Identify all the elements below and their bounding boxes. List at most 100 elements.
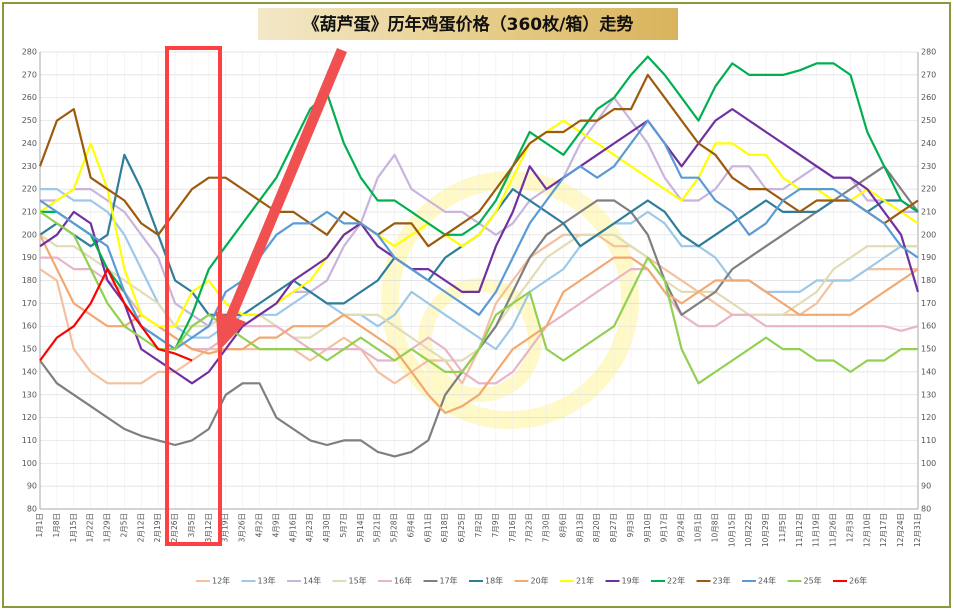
x-tick-label: 9月24日 xyxy=(677,513,686,542)
x-tick-label: 10月1日 xyxy=(694,513,703,542)
y2-tick-label: 190 xyxy=(921,253,936,262)
series-line xyxy=(39,119,919,351)
y-tick-label: 100 xyxy=(22,459,37,468)
y-tick-label: 80 xyxy=(27,505,37,514)
x-tick-label: 12月24日 xyxy=(896,513,905,547)
x-tick-label: 6月11日 xyxy=(423,513,432,542)
x-tick-label: 12月17日 xyxy=(879,513,888,547)
x-tick-label: 4月30日 xyxy=(322,513,331,542)
y2-tick-label: 270 xyxy=(921,70,936,79)
legend-label: 20年 xyxy=(531,576,549,586)
arrow xyxy=(216,48,347,352)
y2-tick-label: 230 xyxy=(921,162,936,171)
y2-tick-label: 80 xyxy=(921,505,931,514)
legend-label: 14年 xyxy=(303,576,321,586)
y-tick-label: 270 xyxy=(22,70,37,79)
x-tick-label: 1月15日 xyxy=(69,513,78,542)
x-tick-label: 10月15日 xyxy=(727,513,736,547)
y2-tick-label: 120 xyxy=(921,413,936,422)
x-tick-label: 2月19日 xyxy=(153,513,162,542)
x-tick-label: 6月4日 xyxy=(406,513,415,538)
y2-tick-label: 280 xyxy=(921,48,936,57)
x-tick-label: 1月29日 xyxy=(103,513,112,542)
y2-tick-label: 260 xyxy=(921,93,936,102)
y2-tick-label: 160 xyxy=(921,322,936,331)
y2-tick-label: 100 xyxy=(921,459,936,468)
x-tick-label: 11月12日 xyxy=(795,513,804,547)
x-tick-label: 5月21日 xyxy=(373,513,382,542)
x-tick-label: 7月30日 xyxy=(542,513,551,542)
series-line xyxy=(39,210,918,385)
x-tick-label: 5月7日 xyxy=(339,513,348,538)
chart-title: 《葫芦蛋》历年鸡蛋价格（360枚/箱）走势 xyxy=(303,14,634,35)
y-tick-label: 230 xyxy=(22,162,37,171)
y2-tick-label: 200 xyxy=(921,230,936,239)
x-tick-label: 7月16日 xyxy=(508,513,517,542)
x-tick-label: 4月9日 xyxy=(271,513,280,538)
y2-tick-label: 220 xyxy=(921,185,936,194)
x-tick-label: 5月14日 xyxy=(356,513,365,542)
y2-tick-label: 180 xyxy=(921,276,936,285)
x-tick-label: 7月2日 xyxy=(474,513,483,538)
legend-label: 23年 xyxy=(713,576,731,586)
x-tick-label: 10月22日 xyxy=(744,513,753,547)
y2-tick-label: 240 xyxy=(921,139,936,148)
x-tick-label: 11月5日 xyxy=(778,513,787,542)
legend-label: 19年 xyxy=(622,576,640,586)
series-line xyxy=(40,55,919,351)
x-tick-label: 4月23日 xyxy=(305,513,314,542)
series-line xyxy=(39,234,919,415)
y-tick-label: 90 xyxy=(27,482,37,491)
x-tick-label: 12月3日 xyxy=(845,513,854,542)
x-tick-label: 10月8日 xyxy=(710,513,719,542)
series-line xyxy=(38,73,919,248)
x-tick-label: 5月28日 xyxy=(390,513,399,542)
y2-tick-label: 210 xyxy=(921,207,936,216)
legend-label: 21年 xyxy=(576,576,594,586)
x-tick-label: 8月6日 xyxy=(558,513,567,538)
y-tick-label: 260 xyxy=(22,93,37,102)
series-line xyxy=(39,119,919,328)
y-tick-label: 280 xyxy=(22,48,37,57)
y-tick-label: 110 xyxy=(22,436,37,445)
legend-label: 13年 xyxy=(258,576,276,586)
x-tick-label: 11月26日 xyxy=(829,513,838,547)
x-tick-label: 1月22日 xyxy=(86,513,95,542)
y2-tick-label: 170 xyxy=(921,299,936,308)
title-box xyxy=(258,8,678,40)
x-tick-label: 4月16日 xyxy=(288,513,297,542)
y-tick-label: 220 xyxy=(22,185,37,194)
y2-tick-label: 130 xyxy=(921,390,936,399)
legend-label: 24年 xyxy=(758,576,776,586)
legend-label: 12年 xyxy=(212,576,230,586)
x-tick-label: 10月29日 xyxy=(761,513,770,547)
x-tick-label: 3月19日 xyxy=(221,513,230,542)
x-tick-label: 12月10日 xyxy=(862,513,871,547)
x-tick-label: 9月3日 xyxy=(626,513,635,538)
legend-label: 18年 xyxy=(485,576,503,586)
x-tick-label: 3月26日 xyxy=(238,513,247,542)
y-tick-label: 180 xyxy=(22,276,37,285)
x-tick-label: 2月12日 xyxy=(136,513,145,542)
x-tick-label: 12月31日 xyxy=(913,513,922,547)
x-tick-label: 2月26日 xyxy=(170,513,179,542)
y-tick-label: 200 xyxy=(22,230,37,239)
legend-label: 15年 xyxy=(349,576,367,586)
x-tick-label: 1月1日 xyxy=(35,513,44,538)
x-tick-label: 8月20日 xyxy=(592,513,601,542)
x-tick-label: 8月13日 xyxy=(575,513,584,542)
x-tick-label: 6月25日 xyxy=(457,513,466,542)
x-tick-label: 8月27日 xyxy=(609,513,618,542)
y-tick-label: 190 xyxy=(22,253,37,262)
watermark xyxy=(381,171,639,429)
y-tick-label: 240 xyxy=(22,139,37,148)
x-tick-label: 9月17日 xyxy=(660,513,669,542)
y-tick-label: 170 xyxy=(22,299,37,308)
y-tick-label: 120 xyxy=(22,413,37,422)
legend-label: 25年 xyxy=(804,576,822,586)
y-tick-label: 160 xyxy=(22,322,37,331)
series-line xyxy=(39,108,920,385)
y2-tick-label: 110 xyxy=(921,436,936,445)
highlight-box xyxy=(165,46,222,546)
y2-tick-label: 150 xyxy=(921,345,936,354)
